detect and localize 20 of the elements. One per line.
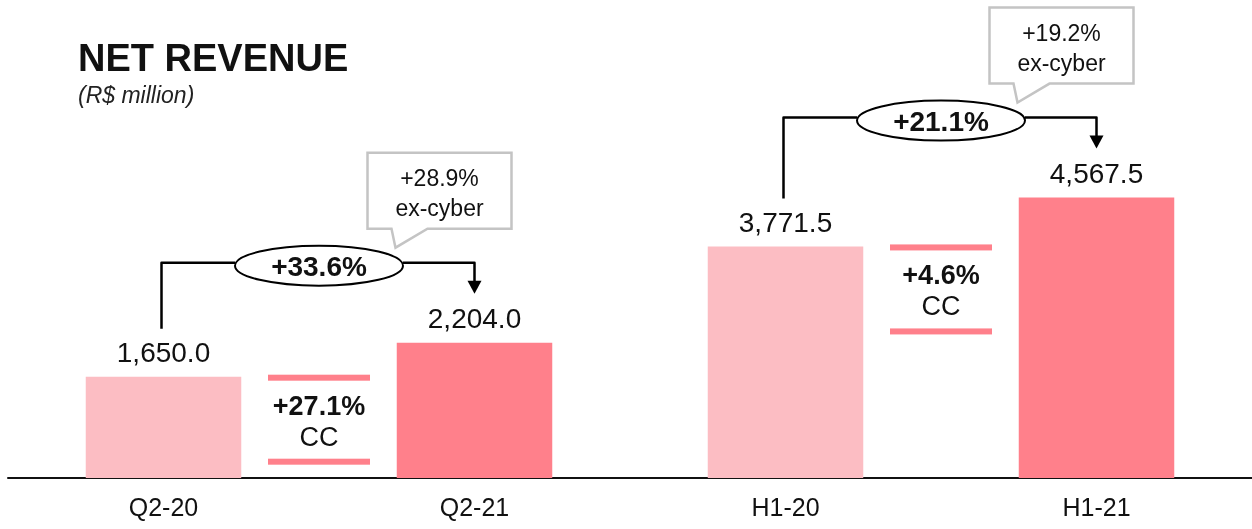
chart-subtitle: (R$ million) (78, 81, 195, 108)
data-label: 2,204.0 (427, 303, 522, 335)
bar (396, 342, 553, 478)
data-label: 1,650.0 (116, 337, 211, 369)
bar (707, 246, 864, 478)
x-tick-label: Q2-20 (128, 492, 199, 521)
annotation: +33.6% (271, 250, 367, 282)
data-label: 4,567.5 (1049, 158, 1144, 190)
data-label: 3,771.5 (738, 206, 833, 238)
bar (85, 376, 242, 478)
text: +19.2% ex-cyber (1017, 19, 1106, 76)
x-tick-label: Q2-21 (439, 492, 510, 521)
annotation: +28.9% ex-cyber (395, 164, 484, 221)
x-tick-label: H1-20 (751, 492, 820, 521)
annotation: +27.1% CC (272, 390, 366, 452)
annotation: +4.6% CC (902, 260, 980, 322)
bar (1018, 197, 1175, 478)
chart-title: NET REVENUE (78, 37, 349, 79)
text: +21.1% (893, 105, 989, 137)
x-tick-label: H1-21 (1062, 492, 1131, 521)
